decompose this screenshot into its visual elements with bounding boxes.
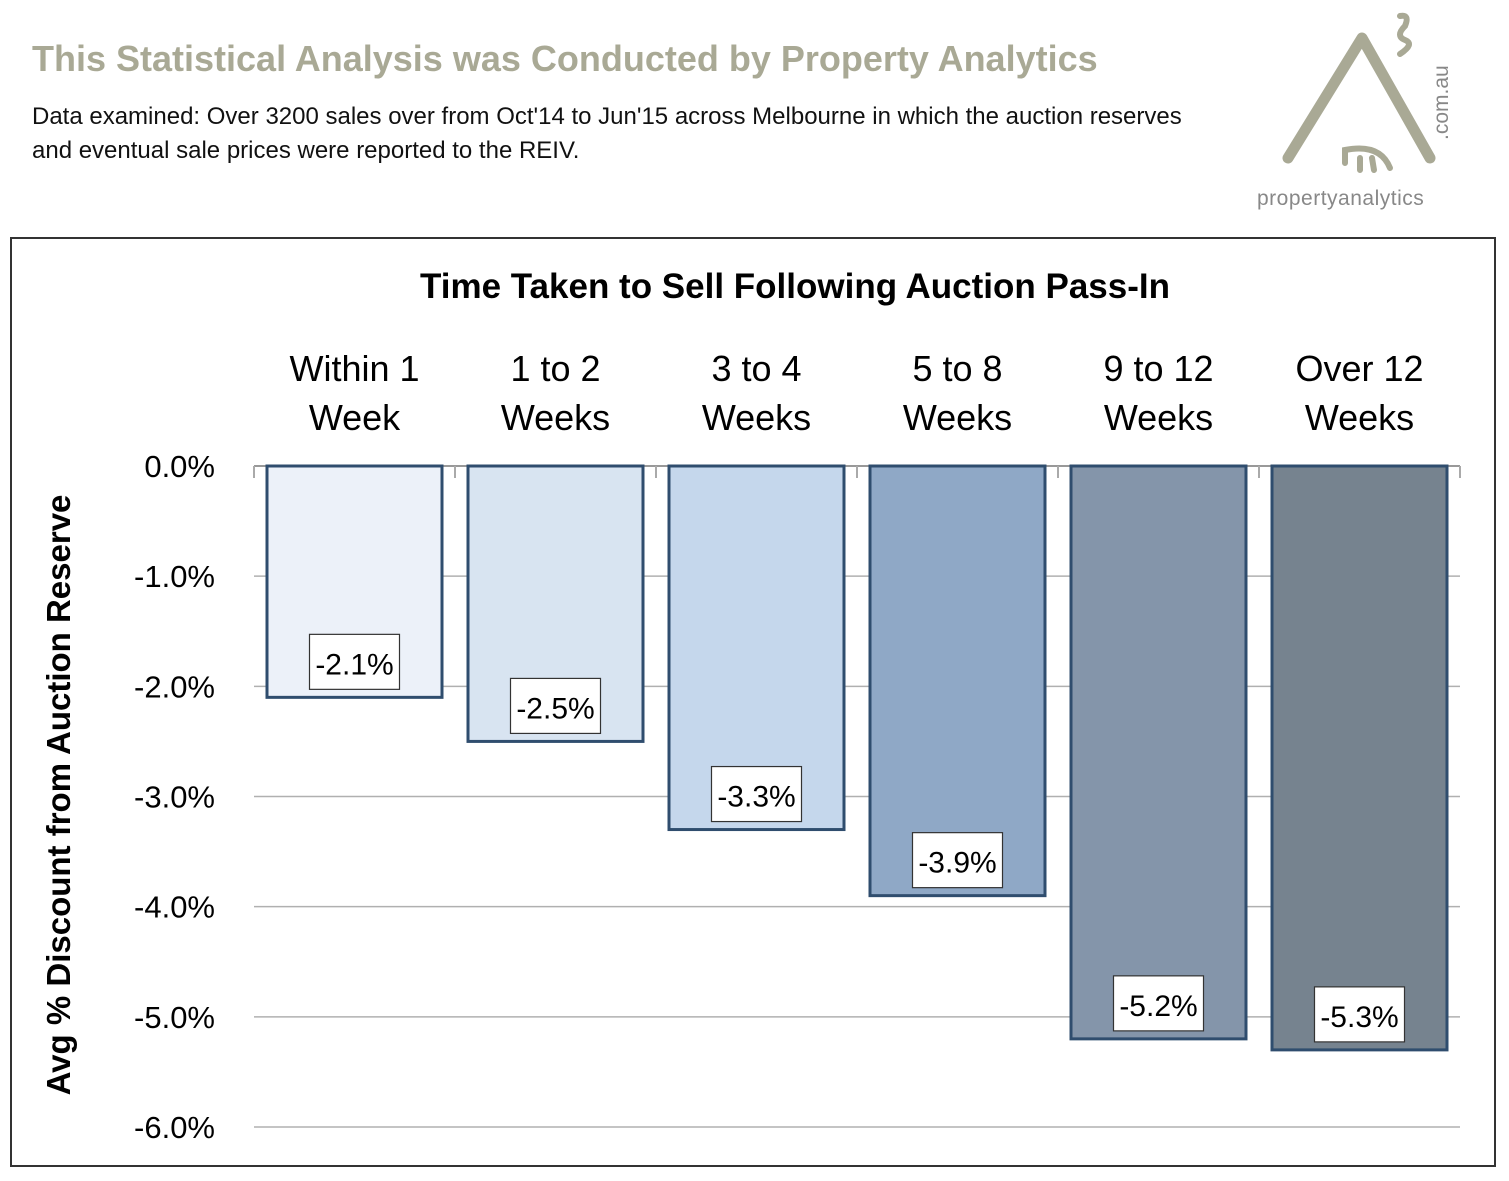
y-axis-label: Avg % Discount from Auction Reserve (40, 495, 77, 1096)
x-tick-label: 9 to 12 (1103, 348, 1213, 389)
bar (1270, 464, 1449, 1052)
data-label: -2.1% (315, 648, 393, 681)
data-label: -5.3% (1320, 1001, 1398, 1034)
data-label-box (308, 633, 401, 690)
bar (868, 464, 1047, 898)
y-tick-label: 0.0% (144, 449, 215, 484)
logo-house-icon (1282, 12, 1436, 173)
x-tick-label: 3 to 4 (711, 348, 801, 389)
header-subtitle: Data examined: Over 3200 sales over from… (32, 103, 1182, 164)
logo-text: propertyanalytics (1257, 187, 1425, 210)
y-tick-label: -3.0% (134, 780, 215, 815)
x-tick-label: 5 to 8 (912, 348, 1002, 389)
chart-title: Time Taken to Sell Following Auction Pas… (420, 267, 1170, 306)
chart-frame (10, 237, 1496, 1167)
y-tick-label: -1.0% (134, 559, 215, 594)
x-tick-label: Over 12 (1295, 348, 1423, 389)
x-tick-label: 1 to 2 (510, 348, 600, 389)
x-tick-label: Weeks (501, 397, 610, 438)
data-label: -3.3% (717, 781, 795, 814)
data-label: -2.5% (516, 692, 594, 725)
data-label-box (710, 765, 803, 823)
x-tick-label: Weeks (1104, 397, 1213, 438)
x-tick-label: Within 1 (289, 348, 419, 389)
data-label: -5.2% (1119, 990, 1197, 1023)
data-label-box (911, 832, 1004, 889)
y-tick-label: -6.0% (134, 1110, 215, 1145)
data-label-box (1313, 986, 1406, 1043)
data-label-box (1112, 975, 1205, 1032)
y-tick-label: -4.0% (134, 890, 215, 925)
y-tick-label: -2.0% (134, 669, 215, 704)
data-label: -3.9% (918, 847, 996, 880)
header-title: This Statistical Analysis was Conducted … (32, 38, 1098, 79)
x-tick-label: Weeks (702, 397, 811, 438)
data-label-box (509, 677, 602, 735)
x-tick-label: Week (309, 397, 401, 438)
x-tick-label: Weeks (1305, 397, 1414, 438)
bar (1069, 464, 1248, 1041)
y-tick-label: -5.0% (134, 1000, 215, 1035)
x-tick-label: Weeks (903, 397, 1012, 438)
